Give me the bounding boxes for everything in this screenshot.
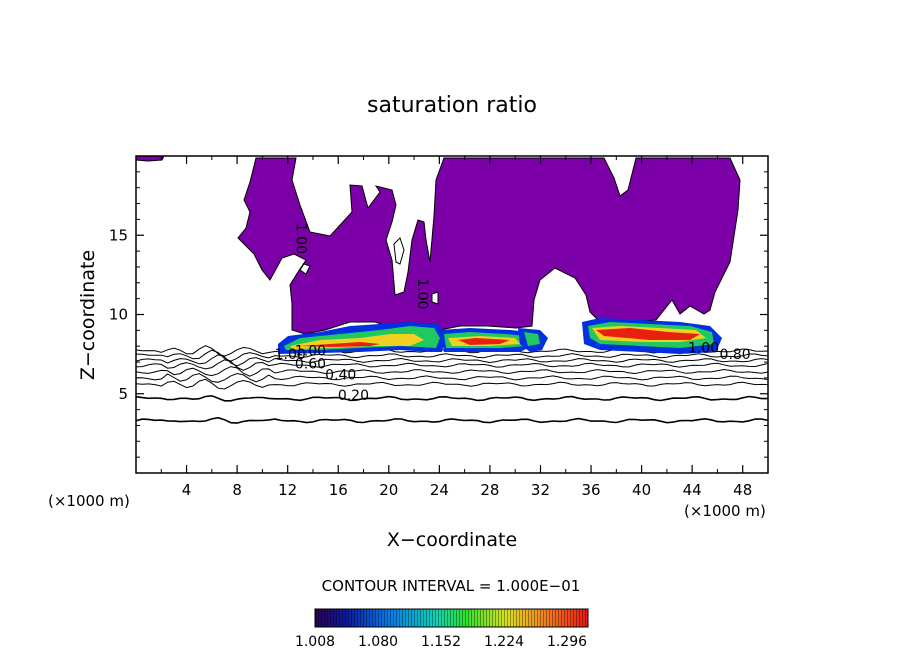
contour-label: 1.00	[275, 347, 306, 363]
colorbar: 1.008 1.080 1.152 1.224 1.296	[295, 608, 589, 650]
cloud-base-bands	[278, 318, 722, 354]
x-tick-label: 48	[733, 481, 752, 499]
contour-label: 1.00	[688, 341, 719, 357]
colorbar-tick-label: 1.296	[547, 634, 587, 650]
x-tick-label: 8	[232, 481, 242, 499]
y-tick-label: 10	[109, 306, 128, 324]
contour-line	[136, 366, 768, 377]
y-tick-label: 15	[109, 226, 128, 244]
contour-labels: 0.200.400.601.001.00 1.00 0.801.001.00	[275, 223, 751, 404]
colorbar-stripes	[315, 609, 588, 627]
contour-line	[136, 349, 768, 362]
colorbar-tick-label: 1.224	[484, 634, 524, 650]
contour-label: 0.20	[338, 388, 369, 404]
x-tick-label: 4	[182, 481, 192, 499]
cloud-hole-1	[393, 237, 405, 265]
contour-line	[136, 359, 768, 371]
contour-lines	[136, 345, 768, 424]
contour-line	[136, 378, 768, 390]
contour-line	[136, 354, 768, 367]
cloud-hole-3	[431, 291, 439, 305]
y-axis: 5 10 15	[109, 171, 768, 458]
x-units-right: (×1000 m)	[684, 502, 766, 520]
y-axis-label: Z−coordinate	[77, 250, 99, 380]
contour-line	[136, 394, 768, 402]
contour-label: 0.80	[720, 347, 751, 363]
y-tick-label: 5	[118, 385, 128, 403]
x-axis-label: X−coordinate	[387, 529, 517, 551]
contour-label: 0.40	[325, 367, 356, 383]
colorbar-labels: 1.008 1.080 1.152 1.224 1.296	[295, 634, 587, 650]
contour-interval-label: CONTOUR INTERVAL = 1.000E−01	[322, 577, 581, 595]
x-tick-label: 24	[430, 481, 449, 499]
chart-title: saturation ratio	[367, 93, 537, 118]
colorbar-tick-label: 1.080	[358, 634, 398, 650]
contour-label: 1.00	[295, 344, 326, 360]
x-tick-label: 44	[683, 481, 702, 499]
x-tick-label: 28	[480, 481, 499, 499]
colorbar-tick-label: 1.152	[421, 634, 461, 650]
colorbar-tick-label: 1.008	[295, 634, 335, 650]
colorbar-frame	[314, 608, 589, 628]
contour-label: 1.00	[414, 278, 430, 309]
contour-label: 1.00	[293, 223, 309, 254]
cloud-hole-2	[299, 263, 311, 275]
x-tick-label: 40	[632, 481, 651, 499]
x-tick-label: 20	[379, 481, 398, 499]
x-tick-label: 36	[581, 481, 600, 499]
cloud-fill-corner	[136, 156, 165, 162]
x-units-left: (×1000 m)	[48, 492, 130, 510]
contour-line	[136, 372, 768, 383]
x-tick-label: 12	[278, 481, 297, 499]
contour-line	[136, 416, 768, 424]
x-tick-label: 16	[329, 481, 348, 499]
cloud-fill	[237, 157, 741, 335]
x-axis: 4 8 12 16 20 24 28 32 36 40 44 48	[160, 156, 752, 499]
contour-label: 0.60	[295, 356, 326, 372]
x-tick-label: 32	[531, 481, 550, 499]
plot-area	[136, 156, 768, 424]
